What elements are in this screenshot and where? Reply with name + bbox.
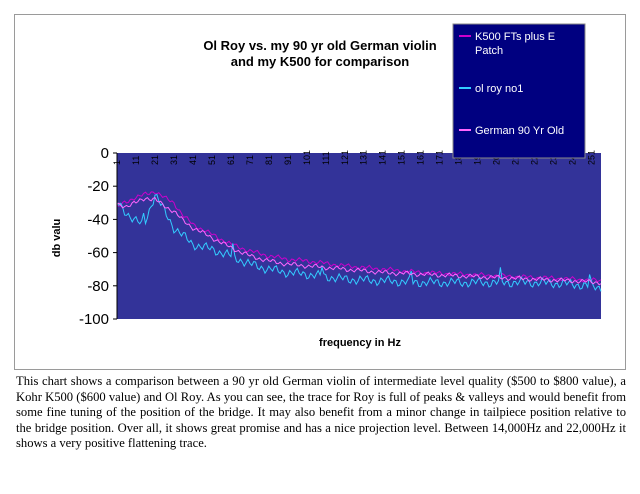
x-tick-label: 91 [283, 155, 293, 165]
x-tick-label: 171 [435, 150, 445, 165]
x-axis-label: frequency in Hz [319, 337, 401, 349]
x-tick-label: 251 [587, 150, 597, 165]
y-axis-label: db valu [51, 219, 63, 258]
legend-label: ol roy no1 [475, 83, 523, 95]
chart-frame [14, 14, 626, 370]
x-tick-label: 31 [169, 155, 179, 165]
x-tick-label: 161 [416, 150, 426, 165]
legend-box [452, 23, 586, 159]
x-tick-label: 51 [207, 155, 217, 165]
x-tick-label: 101 [302, 150, 312, 165]
x-tick-label: 41 [188, 155, 198, 165]
caption-paragraph: This chart shows a comparison between a … [16, 374, 626, 451]
y-tick-label: -40 [87, 211, 109, 228]
x-tick-label: 151 [397, 150, 407, 165]
x-tick-label: 21 [150, 155, 160, 165]
x-tick-label: 141 [378, 150, 388, 165]
series-line-3 [116, 196, 602, 286]
x-tick-label: 1 [112, 160, 122, 165]
y-tick-label: -100 [79, 311, 109, 328]
x-tick-label: 121 [340, 150, 350, 165]
legend-label: German 90 Yr Old [475, 125, 564, 137]
x-tick-label: 61 [226, 155, 236, 165]
series-line-2 [116, 193, 602, 292]
chart-title-line1: Ol Roy vs. my 90 yr old German violin [203, 38, 437, 53]
x-tick-label: 71 [245, 155, 255, 165]
y-tick-label: -20 [87, 178, 109, 195]
x-tick-label: 81 [264, 155, 274, 165]
x-tick-label: 111 [321, 151, 331, 165]
y-tick-label: -80 [87, 278, 109, 295]
legend-label: K500 FTs plus E Patch [475, 31, 555, 57]
chart-title: Ol Roy vs. my 90 yr old German violin an… [170, 38, 470, 70]
x-tick-label: 131 [359, 150, 369, 165]
y-tick-label: -60 [87, 245, 109, 262]
chart-title-line2: and my K500 for comparison [230, 54, 410, 69]
plot-area [117, 153, 601, 319]
y-tick-label: 0 [101, 145, 109, 162]
legend: K500 FTs plus E Patch ol roy no1 German 90 … [452, 23, 586, 159]
x-tick-label: 11 [131, 156, 141, 165]
